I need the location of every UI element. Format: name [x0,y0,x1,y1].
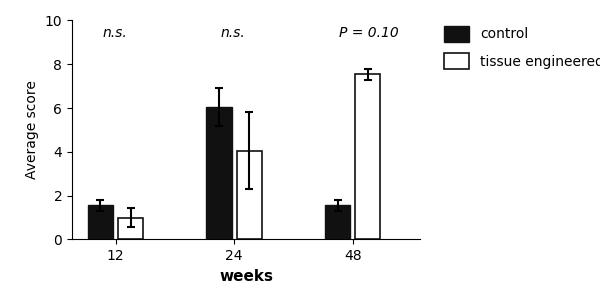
X-axis label: weeks: weeks [219,269,273,284]
Text: n.s.: n.s. [221,26,245,40]
Legend: control, tissue engineered: control, tissue engineered [441,23,600,72]
Bar [325,206,350,239]
Bar [206,107,232,239]
Bar [88,206,113,239]
Bar [236,151,262,239]
Text: n.s.: n.s. [102,26,127,40]
Text: P = 0.10: P = 0.10 [340,26,399,40]
Y-axis label: Average score: Average score [25,81,39,179]
Bar [118,218,143,239]
Bar [355,74,380,239]
